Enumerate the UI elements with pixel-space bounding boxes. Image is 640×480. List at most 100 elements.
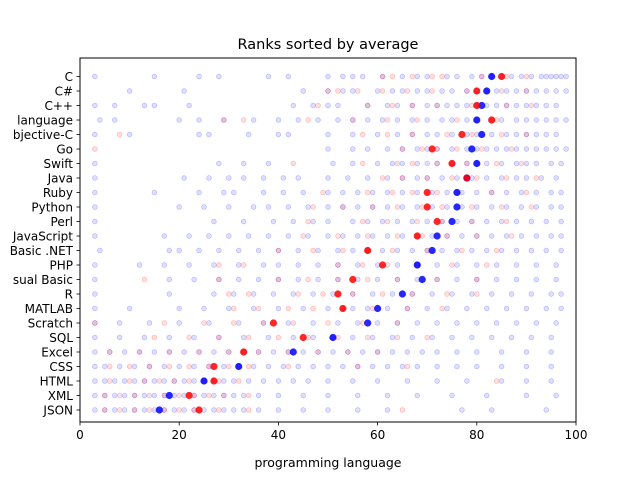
point-blue-11-0 (92, 233, 98, 239)
point-blue-0-5 (285, 73, 292, 80)
point-blue-3-8 (315, 117, 321, 123)
point-blue-11-9 (325, 233, 331, 239)
point-red-21-5 (186, 378, 192, 384)
point-blue-11-6 (265, 233, 272, 239)
point-blue-20-11 (250, 363, 257, 370)
average-points (155, 72, 506, 414)
point-red-14-6 (394, 276, 401, 283)
point-blue-18-5 (216, 334, 222, 341)
point-blue-3-23 (523, 117, 530, 123)
point-blue-4-18 (503, 131, 510, 138)
average-red-23 (195, 406, 203, 414)
point-blue-19-12 (270, 349, 277, 355)
point-blue-13-4 (211, 262, 217, 268)
point-red-13-1 (240, 262, 247, 268)
point-blue-20-4 (146, 363, 153, 370)
point-blue-21-10 (191, 378, 197, 384)
point-blue-0-15 (454, 73, 460, 80)
point-blue-11-14 (399, 233, 406, 239)
point-red-17-8 (394, 320, 401, 326)
point-blue-20-14 (295, 363, 301, 370)
point-blue-16-11 (384, 305, 391, 312)
point-blue-2-0 (92, 102, 98, 109)
average-blue-17 (364, 319, 372, 327)
point-blue-23-20 (355, 407, 361, 413)
point-red-12-6 (459, 247, 465, 254)
point-blue-6-21 (558, 160, 564, 167)
average-blue-2 (478, 101, 486, 110)
point-blue-15-20 (558, 291, 564, 297)
average-red-16 (339, 304, 347, 313)
point-blue-20-13 (280, 363, 287, 370)
point-blue-22-23 (449, 392, 455, 399)
point-blue-20-17 (340, 363, 346, 370)
point-blue-0-22 (528, 73, 535, 80)
point-blue-1-6 (374, 88, 381, 94)
point-red-3-6 (454, 117, 460, 123)
point-red-6-3 (409, 160, 416, 167)
point-blue-14-8 (315, 276, 321, 283)
point-blue-20-12 (265, 363, 272, 370)
point-blue-23-5 (141, 407, 148, 413)
point-blue-13-15 (434, 262, 440, 268)
point-blue-22-24 (484, 392, 490, 399)
y-tick-label-16: MATLAB (25, 302, 73, 316)
point-blue-6-5 (350, 160, 356, 167)
point-red-1-1 (335, 88, 341, 94)
point-blue-12-13 (379, 247, 386, 254)
point-blue-9-6 (285, 204, 292, 210)
point-blue-12-5 (236, 247, 242, 254)
point-red-23-0 (102, 407, 108, 413)
point-blue-11-23 (533, 233, 540, 239)
point-red-22-2 (131, 392, 138, 399)
point-blue-10-19 (528, 218, 535, 225)
point-red-4-2 (384, 131, 391, 138)
point-red-13-6 (449, 262, 455, 268)
point-blue-7-21 (523, 175, 530, 181)
point-blue-17-20 (553, 320, 559, 326)
point-blue-10-5 (310, 218, 316, 225)
point-blue-21-22 (374, 378, 381, 384)
point-blue-2-21 (503, 102, 510, 109)
point-blue-2-20 (493, 102, 500, 109)
point-blue-6-13 (464, 160, 470, 167)
point-blue-8-14 (414, 189, 420, 196)
point-blue-14-11 (374, 276, 381, 283)
point-red-9-3 (394, 204, 401, 210)
point-red-20-7 (245, 363, 252, 370)
point-blue-21-15 (245, 378, 252, 384)
average-blue-18 (329, 333, 337, 342)
point-blue-13-10 (335, 262, 341, 268)
point-blue-7-20 (513, 175, 520, 181)
point-blue-13-13 (394, 262, 401, 268)
point-red-14-4 (335, 276, 341, 283)
point-blue-1-7 (389, 88, 396, 94)
point-blue-8-12 (384, 189, 391, 196)
point-blue-4-8 (350, 131, 356, 138)
point-blue-20-1 (102, 363, 108, 370)
point-blue-20-26 (498, 363, 505, 370)
point-red-14-2 (275, 276, 282, 283)
point-blue-19-5 (166, 349, 172, 355)
point-blue-14-18 (513, 276, 520, 283)
point-blue-3-16 (439, 117, 445, 123)
point-blue-19-0 (92, 349, 98, 355)
average-red-10 (433, 217, 441, 226)
point-red-20-6 (226, 363, 232, 370)
point-blue-20-15 (310, 363, 316, 370)
point-blue-10-0 (92, 218, 98, 225)
point-blue-17-15 (454, 320, 460, 326)
y-tick-label-8: Ruby (43, 186, 73, 200)
point-blue-22-4 (131, 392, 138, 399)
point-blue-8-11 (369, 189, 376, 196)
point-blue-20-28 (548, 363, 554, 370)
average-red-20 (210, 362, 218, 371)
point-red-5-2 (419, 146, 425, 152)
point-red-4-1 (360, 131, 366, 138)
point-blue-0-24 (543, 73, 549, 80)
x-axis-label: programming language (254, 455, 401, 470)
average-red-7 (463, 174, 471, 182)
point-blue-12-0 (97, 247, 103, 254)
point-blue-1-3 (325, 88, 331, 94)
point-blue-10-9 (379, 218, 386, 225)
